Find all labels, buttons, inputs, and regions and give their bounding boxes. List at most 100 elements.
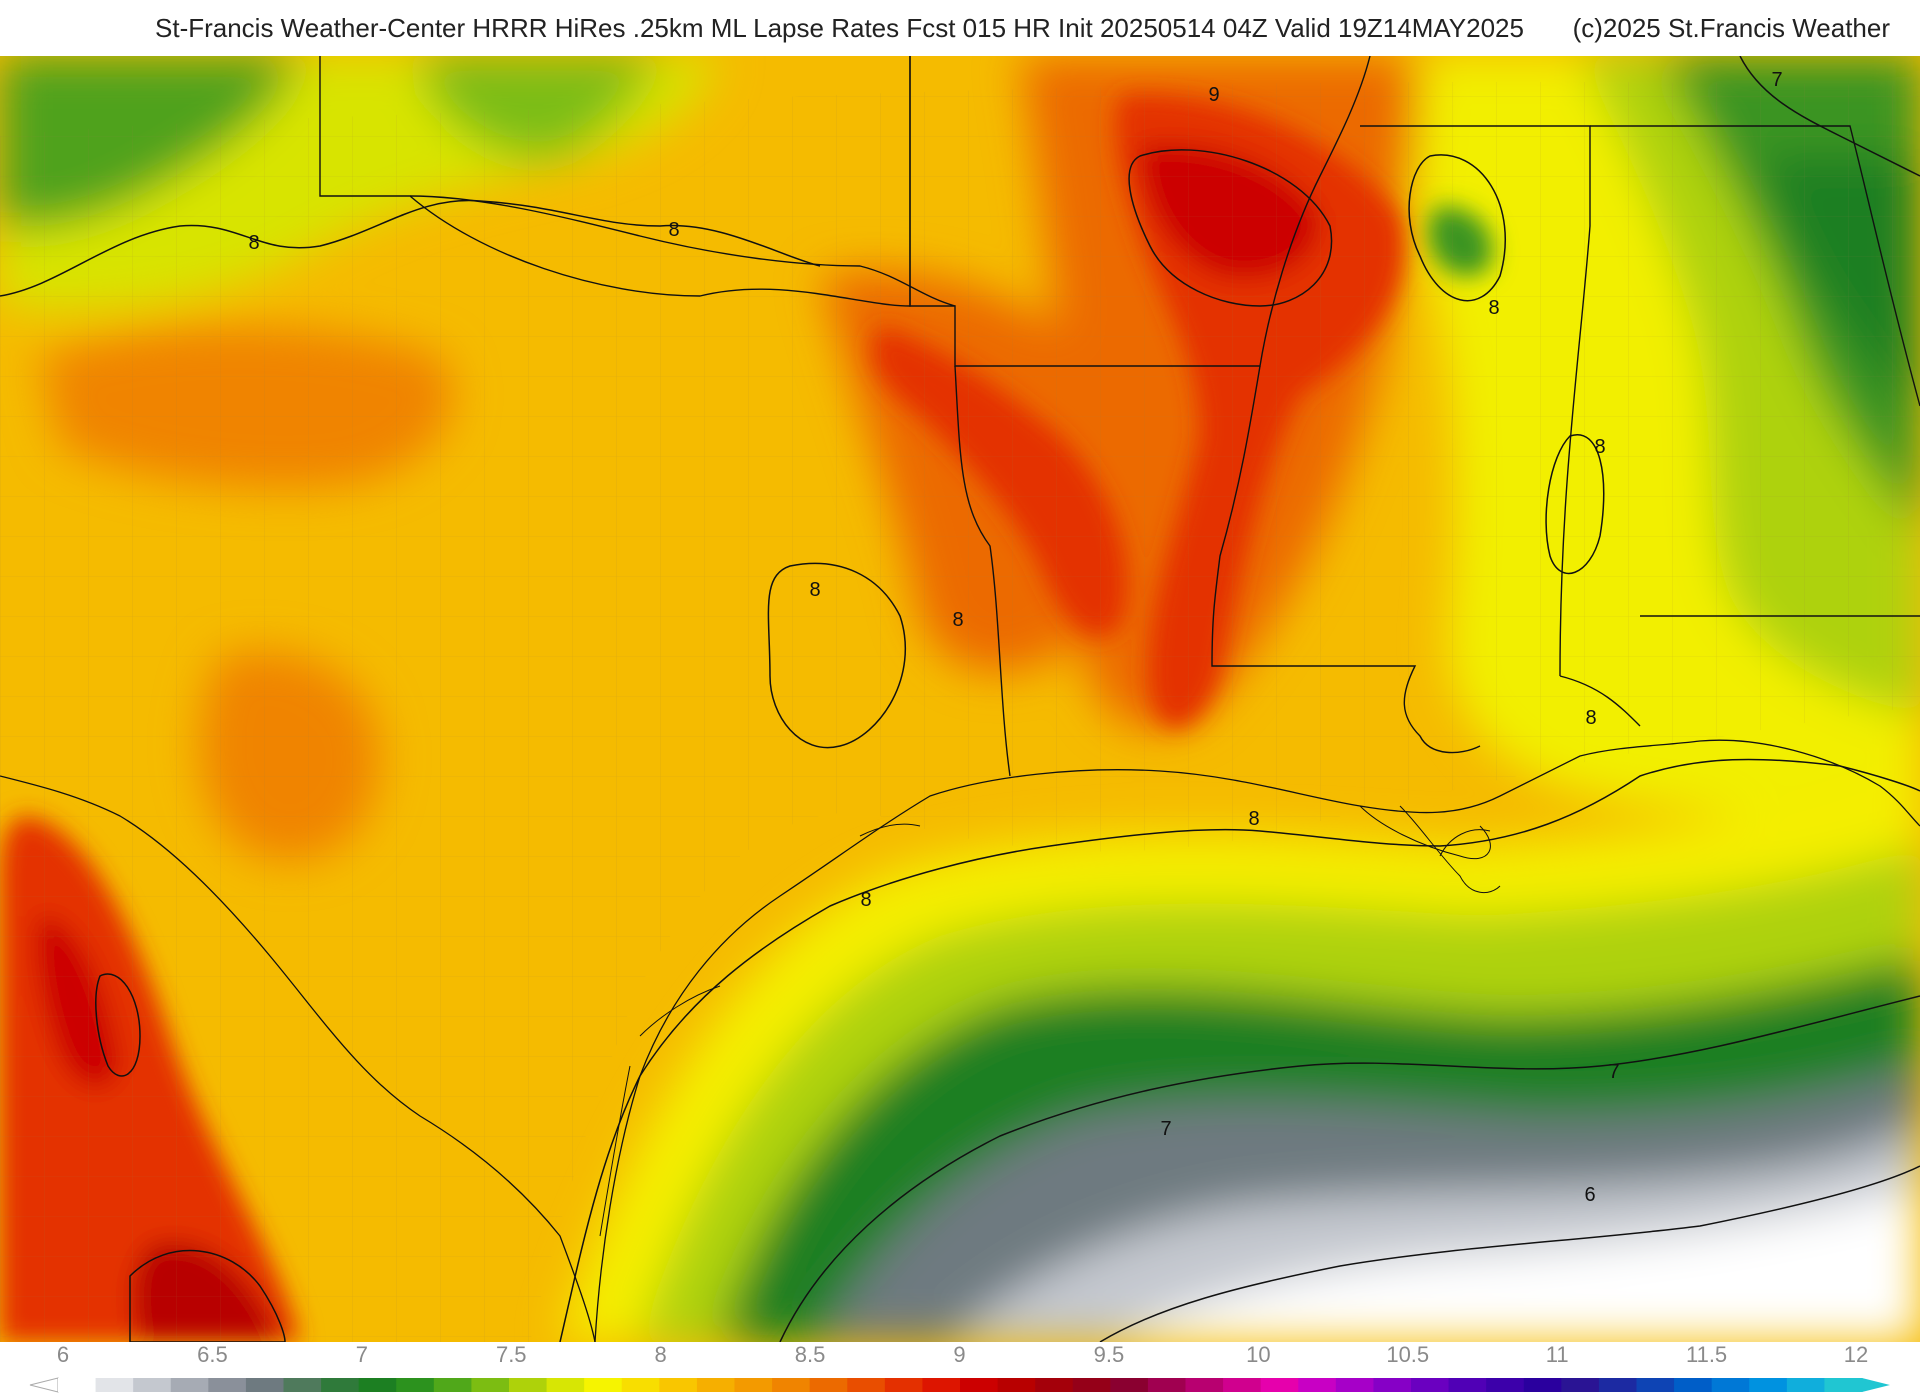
- contour-label: 8: [1594, 436, 1605, 458]
- mississippi-border: [1360, 125, 1591, 677]
- colorbar-tick-label: 11.5: [1685, 1342, 1728, 1367]
- contour-label: 7: [1771, 69, 1782, 91]
- colorbar-swatch: [1486, 1378, 1525, 1392]
- colorbar-swatch: [922, 1378, 961, 1392]
- gulf-white-zone: [1110, 1186, 1920, 1342]
- red-river-border: [409, 195, 956, 307]
- colorbar-swatch: [170, 1378, 209, 1392]
- colorbar-swatch: [621, 1378, 660, 1392]
- colorbar-swatch: [1035, 1378, 1074, 1392]
- rio-grande-border: [0, 775, 596, 1342]
- colorbar-swatch: [1298, 1378, 1337, 1392]
- colorbar-swatch: [884, 1378, 924, 1392]
- contour-label: 9: [1208, 84, 1219, 106]
- colorbar-swatch: [433, 1378, 473, 1392]
- lapse-rate-map: 9 8 8 8 8 8 8 8 8 8 7 7 7 6: [0, 56, 1920, 1342]
- colorbar-tick-label: 10.5: [1386, 1342, 1430, 1367]
- colorbar-swatch: [1711, 1378, 1750, 1392]
- colorbar-swatch: [133, 1378, 172, 1392]
- map-title: St-Francis Weather-Center HRRR HiRes .25…: [155, 12, 1524, 43]
- colorbar-swatch: [734, 1378, 773, 1392]
- map-title-bar: St-Francis Weather-Center HRRR HiRes .25…: [0, 0, 1920, 56]
- contour-8-east: [1408, 154, 1506, 302]
- colorbar-swatch: [546, 1378, 585, 1392]
- colorbar-swatch: [809, 1378, 848, 1392]
- state-borders: [319, 56, 1920, 777]
- colorbar-swatch: [1373, 1378, 1412, 1392]
- colorbar-swatch: [509, 1378, 548, 1392]
- colorbar-swatch: [772, 1378, 811, 1392]
- contour-label: 8: [809, 579, 820, 601]
- contour-6-gulf: [1099, 1165, 1920, 1342]
- contour-label: 8: [1248, 808, 1259, 830]
- contour-8-mid: [767, 562, 906, 749]
- colorbar-swatch: [1749, 1378, 1788, 1392]
- colorbar-swatch: [1185, 1378, 1224, 1392]
- colorbar-swatch: [58, 1378, 97, 1392]
- colorbar-tick-label: 10: [1246, 1342, 1271, 1367]
- alabama-border: [1559, 125, 1920, 727]
- colorbar-tick-label: 6: [56, 1342, 70, 1367]
- colorbar-swatch: [471, 1378, 510, 1392]
- colorbar-swatch: [1147, 1378, 1187, 1392]
- colorbar-swatch: [1598, 1378, 1638, 1392]
- contour-label: 8: [860, 889, 871, 911]
- colorbar-tick-label: 7: [355, 1342, 368, 1367]
- contour-label: 8: [1488, 297, 1499, 319]
- contour-8-north: [0, 199, 821, 297]
- colorbar-swatch: [1824, 1378, 1863, 1392]
- oklahoma-border: [319, 56, 911, 307]
- colorbar-swatch: [1448, 1378, 1487, 1392]
- colorbar-tick-label: 9.5: [1093, 1342, 1125, 1367]
- colorbar-swatch: [208, 1378, 247, 1392]
- colorbar-swatch: [1561, 1378, 1600, 1392]
- colorbar-tick-label: 11: [1545, 1342, 1569, 1367]
- colorbar-min-arrow: [29, 1377, 59, 1393]
- contour-label: 8: [952, 609, 963, 631]
- texas-bays: [599, 805, 1491, 1237]
- colorbar-swatch: [1411, 1378, 1450, 1392]
- colorbar-swatch: [1674, 1378, 1713, 1392]
- coastline: [594, 739, 1920, 1342]
- contour-label: 8: [668, 219, 679, 241]
- colorbar: [29, 1377, 1890, 1393]
- contour-9-north: [1128, 149, 1333, 307]
- colorbar-tick-label: 9: [953, 1342, 966, 1367]
- county-lines: [0, 81, 1920, 1342]
- colorbar-max-arrow: [1862, 1378, 1890, 1392]
- contour-7-gulf: [779, 995, 1920, 1342]
- colorbar-tick-label: 7.5: [495, 1342, 527, 1367]
- copyright-label: (c)2025 St.Francis Weather: [1572, 12, 1890, 43]
- contour-label: 7: [1608, 1061, 1619, 1083]
- contour-label: 8: [248, 232, 259, 254]
- colorbar-swatch: [1260, 1378, 1299, 1392]
- colorbar-swatch: [584, 1378, 623, 1392]
- colorbar-tick-label: 8: [654, 1342, 667, 1367]
- colorbar-swatch: [659, 1378, 698, 1392]
- contour-8-fl: [1545, 433, 1605, 575]
- contour-7-ne: [1739, 56, 1920, 177]
- arkansas-border: [909, 56, 1371, 367]
- colorbar-tick-label: 6.5: [197, 1342, 228, 1367]
- colorbar-swatch: [321, 1378, 360, 1392]
- colorbar-swatch: [1523, 1378, 1562, 1392]
- ms-river-delta: [1399, 805, 1501, 894]
- colorbar-swatch: [245, 1378, 285, 1392]
- colorbar-swatch: [1072, 1378, 1111, 1392]
- colorbar-tick-labels: 6 6.5 7 7.5 8 8.5 9 9.5 10 10.5 11 11.5 12: [0, 1342, 1920, 1372]
- contour-lines: [0, 56, 1920, 1342]
- colorbar-swatch: [696, 1378, 736, 1392]
- contour-9-sw: [129, 1249, 286, 1342]
- colorbar-tick-label: 8.5: [794, 1342, 826, 1367]
- colorbar-swatch: [396, 1378, 435, 1392]
- colorbar-swatch: [283, 1378, 322, 1392]
- colorbar-swatch: [1786, 1378, 1826, 1392]
- colorbar-tick-label: 12: [1843, 1342, 1869, 1367]
- colorbar-swatch: [1636, 1378, 1675, 1392]
- colorbar-swatch: [847, 1378, 886, 1392]
- colorbar-swatch: [1335, 1378, 1375, 1392]
- colorbar-swatch: [358, 1378, 397, 1392]
- contour-labels: 9 8 8 8 8 8 8 8 8 8 7 7 7 6: [248, 69, 1782, 1206]
- colorbar-swatch: [95, 1378, 134, 1392]
- colorbar-swatch: [1110, 1378, 1149, 1392]
